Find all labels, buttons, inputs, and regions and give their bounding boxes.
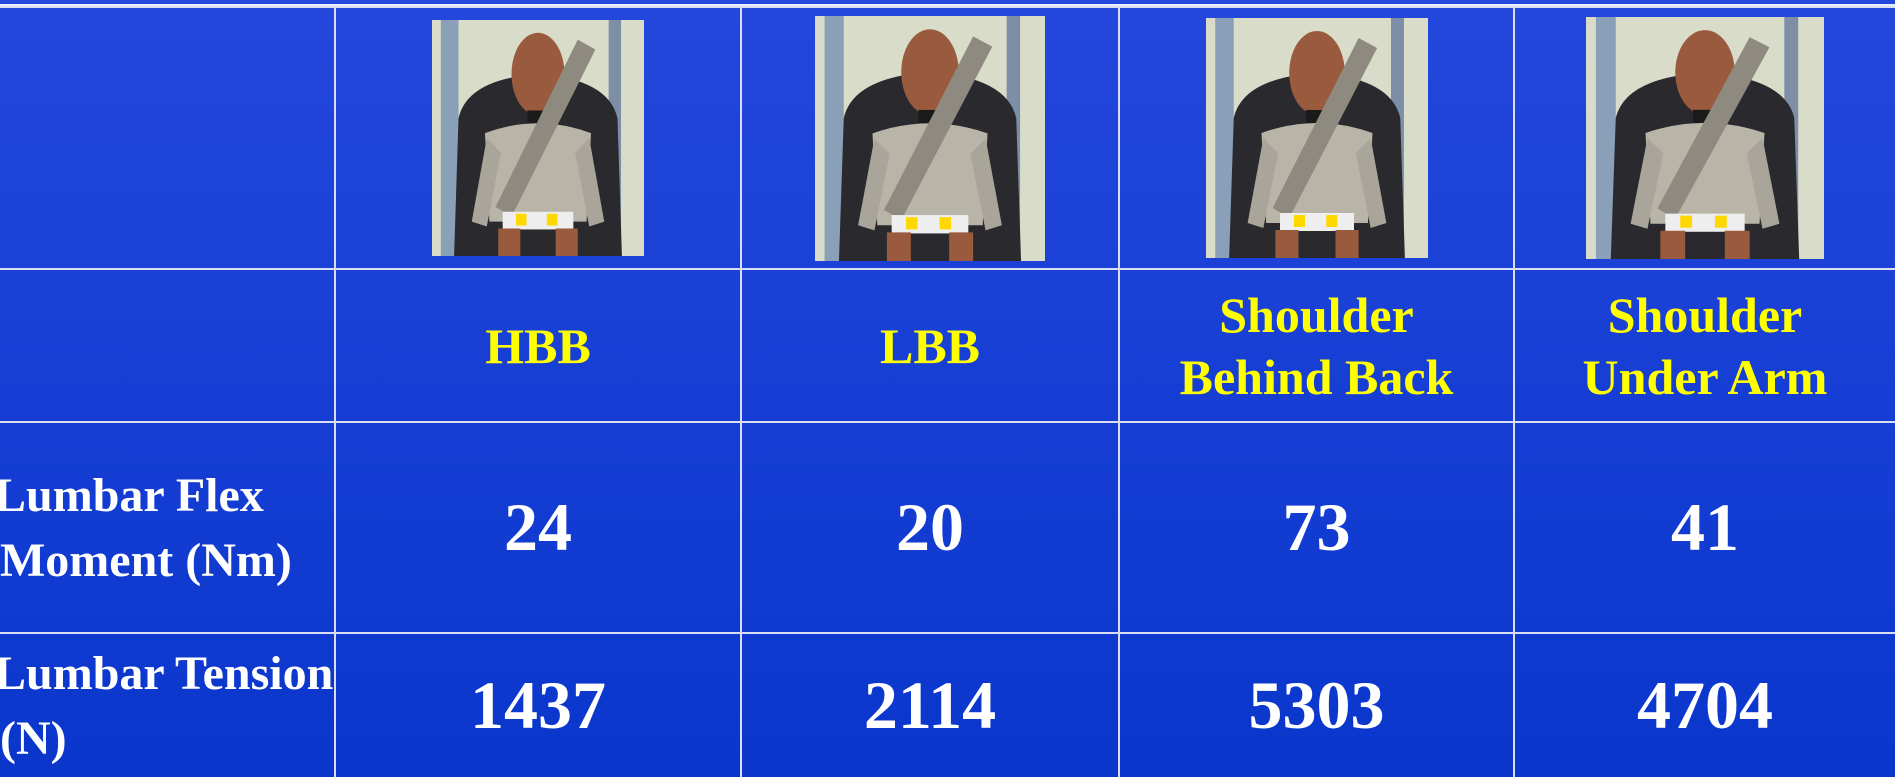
column-header: Shoulder Behind Back — [1119, 269, 1514, 422]
value-cell: 20 — [741, 422, 1119, 633]
column-header: LBB — [741, 269, 1119, 422]
empty-cell — [0, 7, 335, 269]
value-cell: 1437 — [335, 633, 741, 777]
page: HBBLBBShoulder Behind BackShoulder Under… — [0, 0, 1895, 777]
dummy-photo — [815, 16, 1045, 261]
photo-cell — [1514, 7, 1895, 269]
row-label: Lumbar Tension (N) — [0, 633, 335, 777]
value-cell: 41 — [1514, 422, 1895, 633]
value-cell: 73 — [1119, 422, 1514, 633]
photo-cell — [1119, 7, 1514, 269]
photo-cell — [741, 7, 1119, 269]
row-label: Lumbar Flex Moment (Nm) — [0, 422, 335, 633]
column-header: Shoulder Under Arm — [1514, 269, 1895, 422]
dummy-photo — [1586, 17, 1824, 259]
photo-row — [0, 7, 1895, 269]
photo-cell — [335, 7, 741, 269]
dummy-photo — [1206, 18, 1428, 258]
column-header: HBB — [335, 269, 741, 422]
value-cell: 5303 — [1119, 633, 1514, 777]
dummy-photo — [432, 20, 644, 256]
value-cell: 4704 — [1514, 633, 1895, 777]
value-cell: 2114 — [741, 633, 1119, 777]
value-cell: 24 — [335, 422, 741, 633]
empty-cell — [0, 269, 335, 422]
